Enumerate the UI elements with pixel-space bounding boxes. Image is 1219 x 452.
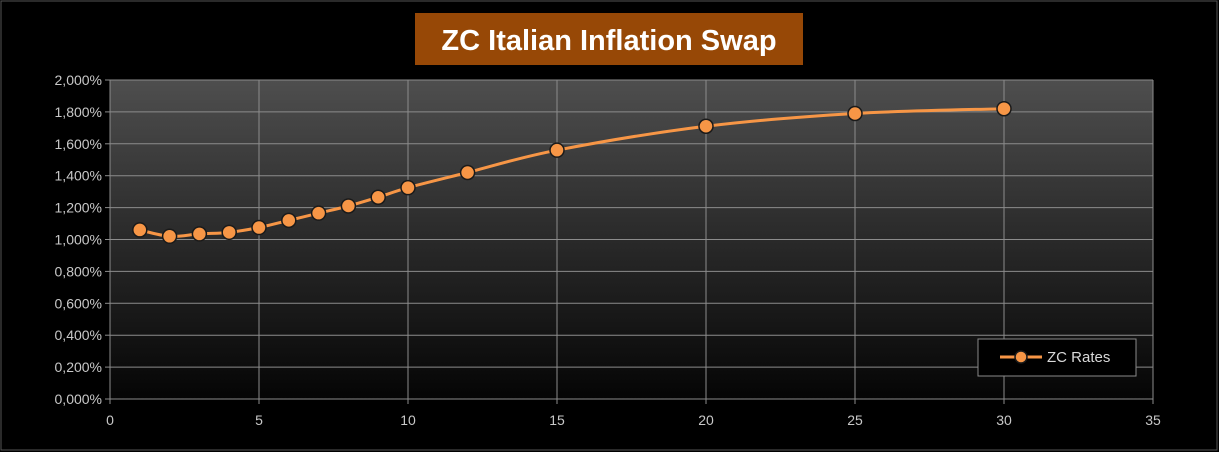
legend-marker-swatch: [1014, 350, 1028, 364]
data-point: [191, 226, 208, 242]
x-tick-label: 15: [549, 412, 565, 428]
data-point: [251, 219, 267, 236]
y-tick-label: 0,200%: [55, 359, 102, 375]
x-tick-label: 20: [698, 412, 714, 428]
chart-title: ZC Italian Inflation Swap: [441, 25, 776, 57]
data-point: [221, 224, 237, 241]
data-point: [310, 205, 327, 221]
data-point: [132, 222, 148, 238]
y-tick-label: 0,000%: [55, 391, 102, 407]
y-tick-label: 1,600%: [55, 136, 102, 152]
x-tick-label: 25: [847, 412, 863, 428]
grid-lines: [110, 79, 1154, 399]
y-tick-label: 1,200%: [55, 200, 102, 216]
legend: ZC Rates: [977, 338, 1137, 377]
y-tick-label: 2,000%: [55, 72, 102, 88]
data-point: [549, 142, 565, 158]
data-point: [847, 105, 863, 122]
x-tick-label: 0: [106, 412, 114, 428]
y-tick-label: 0,800%: [55, 263, 102, 279]
data-point: [340, 198, 357, 214]
data-point: [698, 118, 714, 135]
data-point: [996, 100, 1012, 117]
chart-title-box: ZC Italian Inflation Swap: [415, 13, 803, 65]
x-tick-label: 10: [400, 412, 416, 428]
data-point: [370, 189, 386, 205]
title-background: [415, 13, 803, 65]
y-tick-label: 1,800%: [55, 104, 102, 120]
x-tick-label: 35: [1145, 412, 1161, 428]
data-point: [400, 179, 416, 196]
y-tick-label: 1,000%: [55, 232, 102, 248]
y-tick-label: 1,400%: [55, 168, 102, 184]
data-point: [281, 212, 297, 229]
x-tick-label: 5: [255, 412, 263, 428]
x-tick-label: 30: [996, 412, 1012, 428]
data-point: [161, 228, 178, 245]
y-tick-label: 0,400%: [55, 327, 102, 343]
legend-entry-zc-rates: ZC Rates: [1047, 349, 1110, 366]
axes: 0,000% 0,200% 0,400% 0,600% 0,800% 1,000% 1,20…: [55, 72, 1161, 428]
y-tick-label: 0,600%: [55, 295, 102, 311]
series-zc-rates: [132, 100, 1012, 245]
data-point: [459, 164, 476, 181]
